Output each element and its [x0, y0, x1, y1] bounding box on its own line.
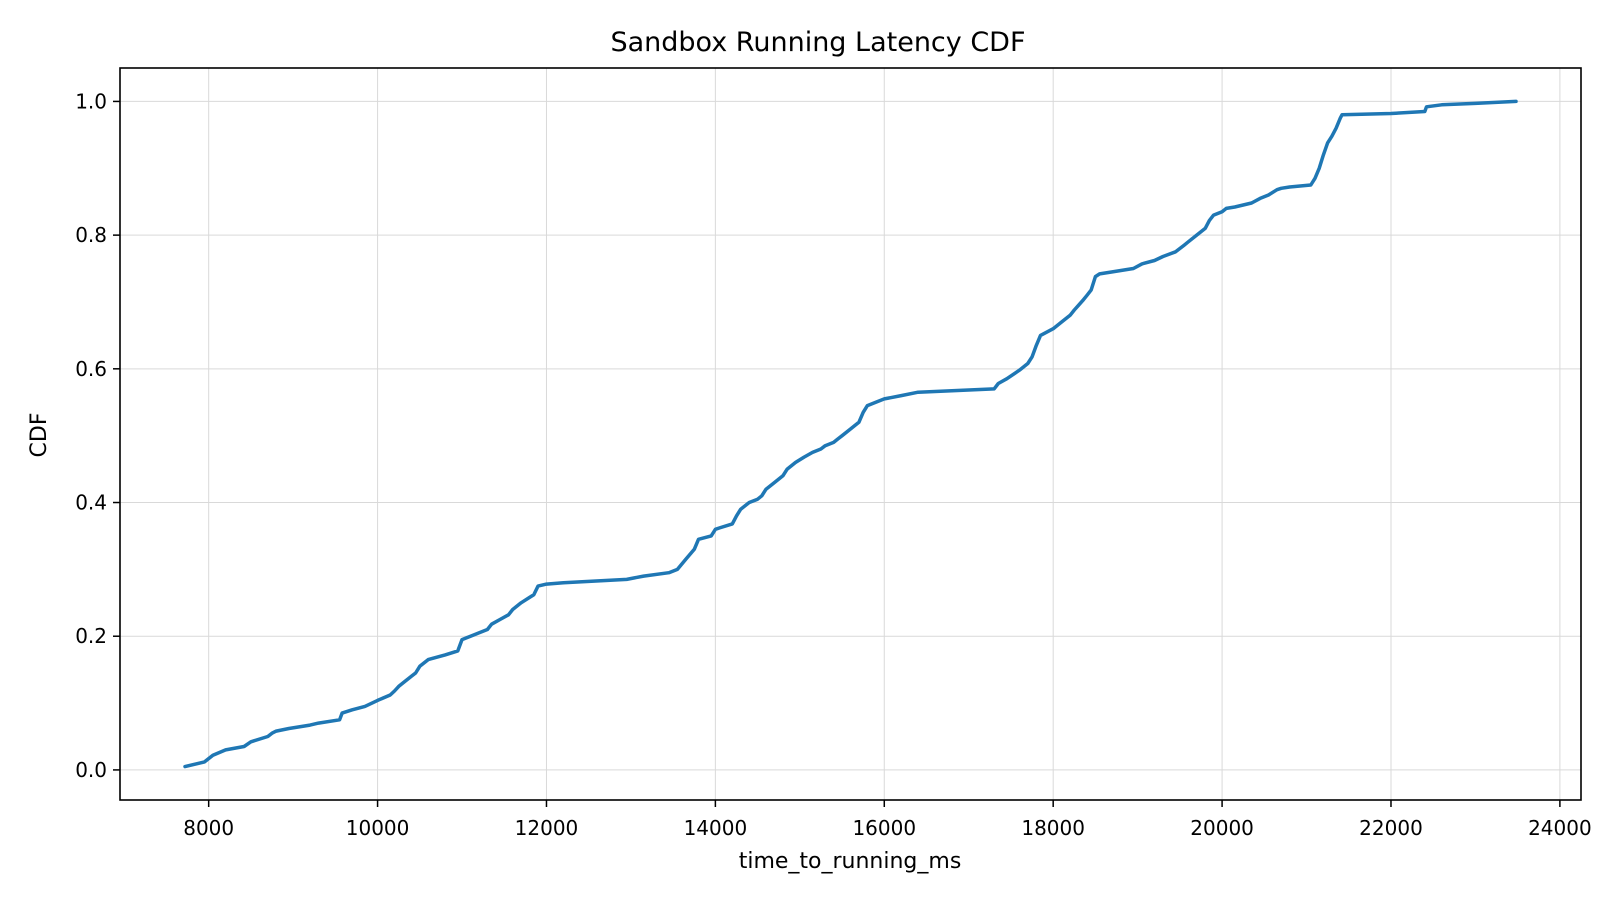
cdf-series-line [183, 99, 1518, 769]
x-tick-label: 20000 [1190, 816, 1254, 840]
y-tick-label: 0.0 [75, 758, 107, 782]
x-tick-label: 8000 [183, 816, 234, 840]
y-axis-label: CDF [27, 413, 52, 458]
y-axis: 0.0 0.2 0.4 0.6 0.8 1.0 [75, 89, 120, 782]
x-tick-label: 12000 [515, 816, 579, 840]
x-axis: 8000 10000 12000 14000 16000 18000 20000 22000 2… [183, 800, 1592, 840]
x-tick-label: 22000 [1359, 816, 1423, 840]
y-tick-label: 0.2 [75, 624, 107, 648]
chart-title: Sandbox Running Latency CDF [610, 27, 1025, 58]
y-tick-label: 1.0 [75, 89, 107, 113]
x-tick-label: 18000 [1021, 816, 1085, 840]
series-layer [183, 99, 1518, 769]
grid [120, 68, 1581, 800]
y-tick-label: 0.8 [75, 223, 107, 247]
x-tick-label: 14000 [684, 816, 748, 840]
x-tick-label: 16000 [852, 816, 916, 840]
x-axis-label: time_to_running_ms [739, 849, 962, 874]
x-tick-label: 24000 [1528, 816, 1592, 840]
x-tick-label: 10000 [346, 816, 410, 840]
plot-frame [119, 67, 1582, 801]
y-tick-label: 0.6 [75, 357, 107, 381]
y-tick-label: 0.4 [75, 491, 107, 515]
